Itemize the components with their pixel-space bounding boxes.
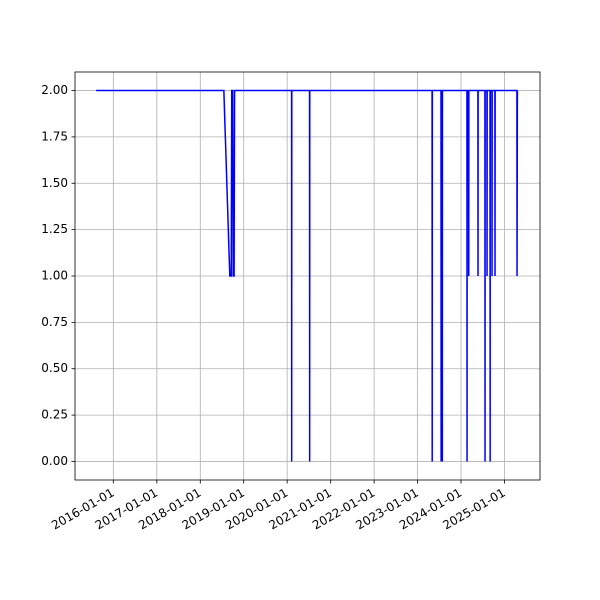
y-tick-label: 1.00 [41, 269, 68, 283]
y-tick-label: 1.50 [41, 176, 68, 190]
y-tick-label: 1.25 [41, 222, 68, 236]
y-tick-label: 1.75 [41, 129, 68, 143]
y-tick-label: 0.75 [41, 315, 68, 329]
data-line [96, 89, 519, 462]
axes-frame [74, 71, 541, 481]
y-tick-label: 0.00 [41, 454, 68, 468]
y-tick-label: 0.50 [41, 361, 68, 375]
y-tick-label: 2.00 [41, 83, 68, 97]
y-tick-label: 0.25 [41, 408, 68, 422]
